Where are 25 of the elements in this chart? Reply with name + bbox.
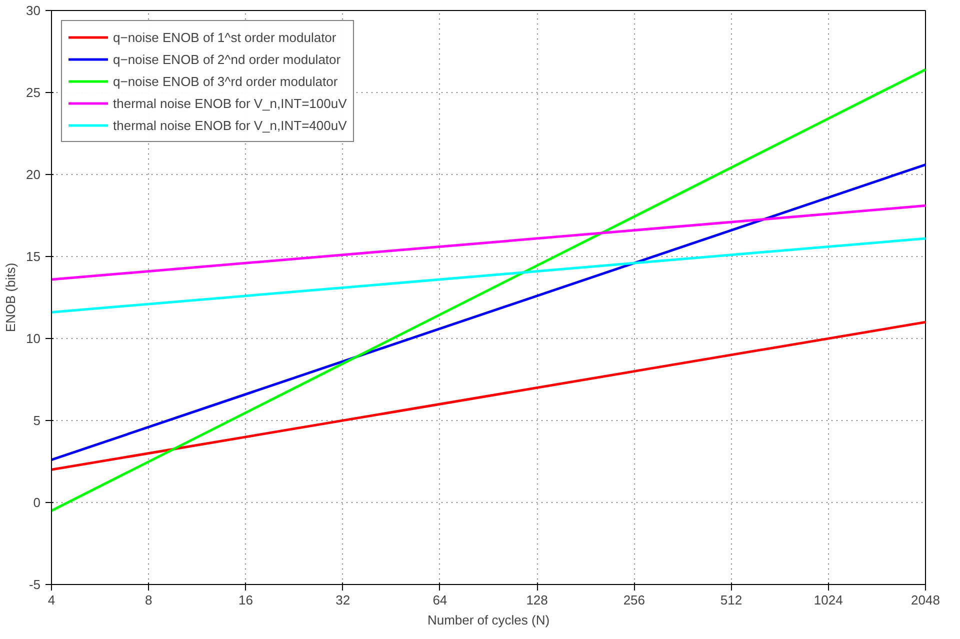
- x-tick-label: 8: [144, 592, 152, 608]
- y-tick-label: 30: [26, 3, 41, 18]
- legend-label: q−noise ENOB of 2^nd order modulator: [113, 52, 341, 66]
- x-axis-title: Number of cycles (N): [427, 612, 550, 628]
- legend-label: thermal noise ENOB for V_n,INT=100uV: [113, 96, 347, 110]
- y-tick-label: 10: [26, 331, 41, 346]
- x-tick-label: 64: [432, 592, 448, 608]
- x-tick-label: 128: [526, 592, 548, 608]
- x-tick-label: 16: [238, 592, 253, 608]
- x-tick-label: 512: [720, 592, 742, 608]
- y-tick-label: 0: [33, 495, 41, 510]
- y-tick-label: 20: [26, 167, 41, 182]
- legend-label: thermal noise ENOB for V_n,INT=400uV: [113, 118, 347, 132]
- x-tick-label: 32: [336, 592, 350, 608]
- legend-label: q−noise ENOB of 1^st order modulator: [113, 30, 336, 44]
- y-tick-label: 5: [33, 413, 41, 428]
- x-tick-label: 2048: [911, 592, 940, 608]
- y-tick-label: 25: [26, 85, 41, 100]
- legend-label: q−noise ENOB of 3^rd order modulator: [113, 74, 338, 88]
- x-tick-label: 4: [48, 592, 56, 608]
- y-tick-label: 15: [26, 249, 41, 264]
- x-tick-label: 256: [623, 592, 646, 608]
- y-axis-title: ENOB (bits): [3, 262, 18, 332]
- x-tick-label: 1024: [814, 592, 843, 608]
- y-tick-label: -5: [28, 577, 41, 592]
